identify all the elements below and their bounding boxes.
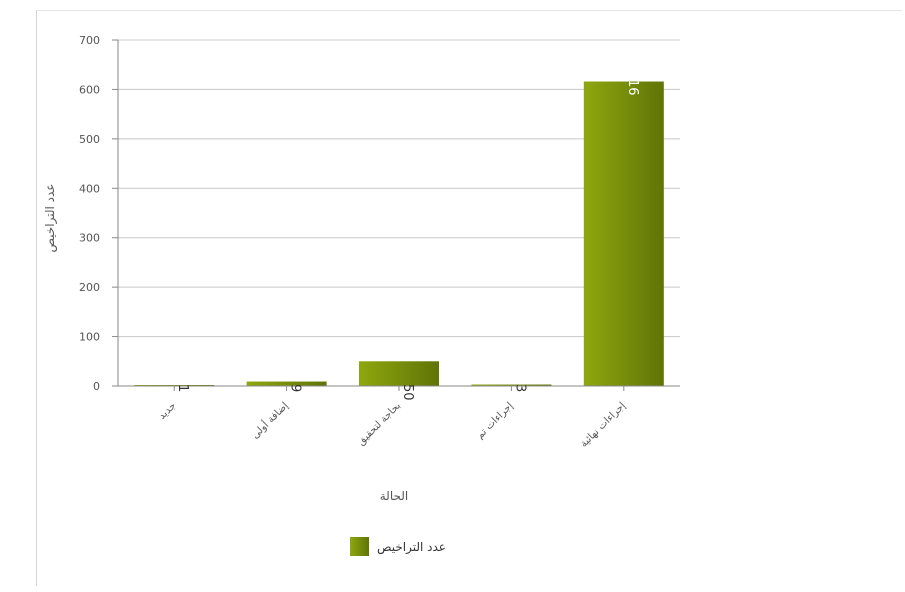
y-tick-label: 400 — [79, 182, 100, 195]
y-axis-title: عدد التراخيص — [43, 184, 58, 253]
legend[interactable]: عدد التراخيص — [350, 537, 446, 556]
x-tick-label: إجراءات تم — [475, 400, 516, 441]
x-axis-title: الحالة — [380, 489, 408, 503]
data-labels: 1 9 50 3 616 — [175, 71, 640, 401]
bar[interactable] — [471, 384, 552, 386]
x-tick-label: إجراءات نهائية — [578, 400, 628, 450]
data-label: 9 — [288, 384, 303, 392]
bar[interactable] — [359, 361, 439, 386]
chart-panel — [36, 10, 902, 586]
y-tick-label: 700 — [79, 34, 100, 47]
data-label: 50 — [400, 384, 415, 401]
bar[interactable] — [583, 81, 664, 387]
x-tick-label: جديد — [157, 400, 179, 422]
bars — [134, 81, 664, 387]
x-tick-label: بحاجة لتحقيق — [356, 400, 403, 447]
legend-label: عدد التراخيص — [377, 540, 446, 555]
x-axis-ticks: جديد إضافة أولى بحاجة لتحقيق إجراءات تم إجرا… — [157, 386, 628, 450]
y-tick-label: 300 — [79, 232, 100, 245]
y-tick-label: 600 — [79, 83, 100, 96]
y-tick-label: 200 — [79, 281, 100, 294]
y-tick-label: 0 — [93, 380, 100, 393]
data-label: 616 — [625, 71, 640, 96]
data-label: 1 — [175, 384, 190, 392]
y-axis-ticks: 0 100 200 300 400 500 600 700 — [79, 34, 118, 393]
bar[interactable] — [246, 381, 327, 386]
data-label: 3 — [512, 384, 527, 392]
y-tick-label: 100 — [79, 331, 100, 344]
x-tick-label: إضافة أولى — [249, 399, 291, 441]
legend-swatch — [350, 537, 369, 556]
y-tick-label: 500 — [79, 133, 100, 146]
